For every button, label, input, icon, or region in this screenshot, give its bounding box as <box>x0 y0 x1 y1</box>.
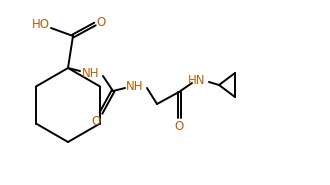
Text: NH: NH <box>82 66 100 80</box>
Text: NH: NH <box>126 80 144 92</box>
Text: O: O <box>91 115 101 127</box>
Text: O: O <box>174 120 183 132</box>
Text: O: O <box>96 16 106 28</box>
Text: HN: HN <box>188 73 206 87</box>
Text: HO: HO <box>32 18 50 31</box>
